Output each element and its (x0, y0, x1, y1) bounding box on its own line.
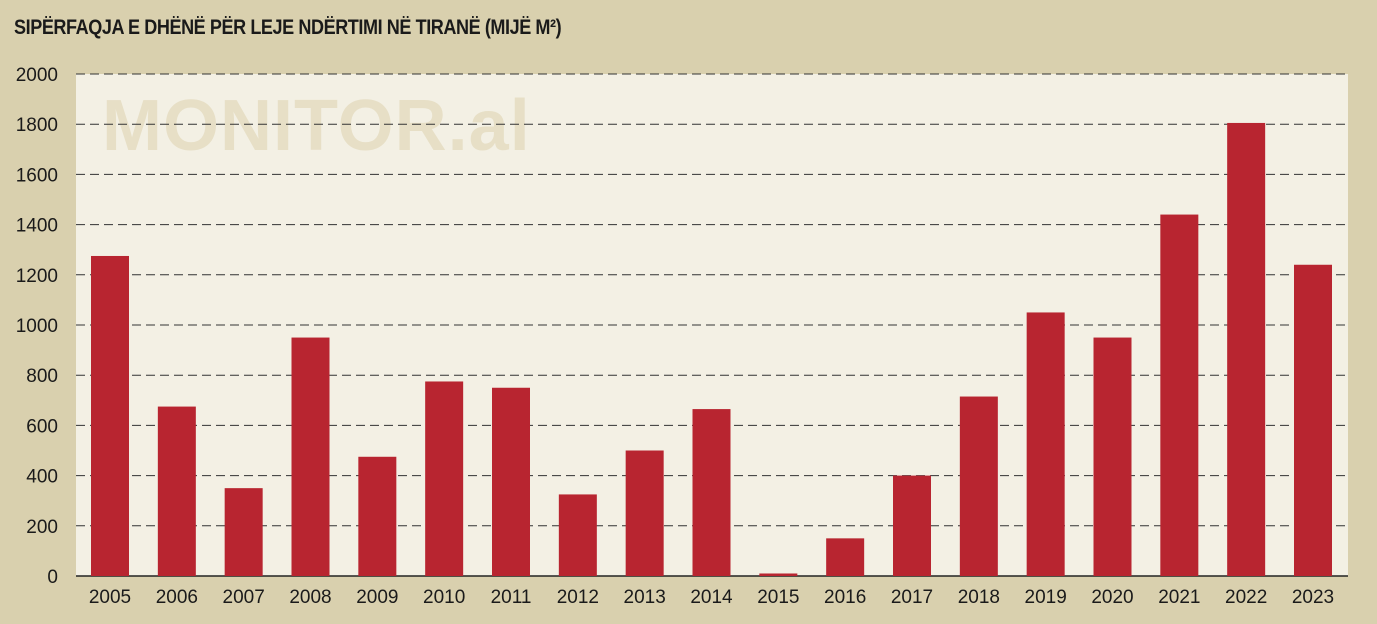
y-tick-label: 1200 (16, 266, 58, 287)
x-tick-label: 2013 (624, 587, 666, 608)
x-tick-label: 2010 (423, 587, 465, 608)
y-tick-label: 1600 (16, 165, 58, 186)
x-tick-label: 2021 (1158, 587, 1200, 608)
x-tick-label: 2017 (891, 587, 933, 608)
bar-2012 (558, 494, 597, 576)
bars (91, 122, 1332, 576)
bar-2008 (291, 337, 330, 576)
bar-2005 (91, 255, 129, 576)
watermark: MONITOR.al (102, 86, 531, 166)
bar-2013 (625, 450, 664, 576)
x-tick-label: 2016 (824, 587, 866, 608)
bar-2022 (1227, 122, 1266, 576)
y-tick-label: 1000 (16, 316, 58, 337)
y-tick-label: 400 (26, 467, 58, 488)
x-tick-label: 2007 (223, 587, 265, 608)
x-tick-label: 2020 (1091, 587, 1133, 608)
bar-2020 (1093, 337, 1132, 576)
bar-2021 (1160, 214, 1199, 576)
x-axis: 2005 2006 2007 2008 2009 2010 2011 2012 2013 2014… (89, 587, 1334, 608)
y-tick-label: 800 (26, 366, 58, 387)
x-tick-label: 2008 (289, 587, 331, 608)
chart-title: SIPËRFAQJA E DHËNË PËR LEJE NDËRTIMI NË … (14, 16, 562, 39)
x-tick-label: 2018 (958, 587, 1000, 608)
bar-2006 (157, 406, 196, 576)
bar-2017 (893, 475, 931, 576)
y-tick-label: 600 (26, 416, 58, 437)
x-tick-label: 2005 (89, 587, 131, 608)
bar-2011 (492, 387, 530, 576)
bar-2019 (1026, 312, 1065, 576)
x-tick-label: 2023 (1292, 587, 1334, 608)
y-tick-label: 0 (47, 567, 58, 588)
x-tick-label: 2019 (1025, 587, 1067, 608)
bar-2010 (425, 381, 464, 576)
x-tick-label: 2022 (1225, 587, 1267, 608)
x-tick-label: 2009 (356, 587, 398, 608)
bar-2016 (826, 538, 865, 576)
bar-2015 (759, 573, 798, 576)
x-tick-label: 2006 (156, 587, 198, 608)
x-tick-label: 2012 (557, 587, 599, 608)
x-tick-label: 2015 (757, 587, 799, 608)
bar-2018 (959, 396, 998, 576)
bar-2009 (358, 456, 397, 576)
y-tick-label: 2000 (16, 65, 58, 86)
y-axis: 0 200 400 600 800 1000 1200 1400 1600 1800 2000 (16, 65, 58, 588)
bar-2014 (692, 409, 731, 576)
x-tick-label: 2011 (491, 587, 532, 608)
bar-2023 (1294, 264, 1332, 576)
y-tick-label: 1800 (16, 115, 58, 136)
x-tick-label: 2014 (690, 587, 733, 608)
bar-2007 (224, 488, 263, 576)
y-tick-label: 200 (26, 517, 58, 538)
y-tick-label: 1400 (16, 216, 58, 237)
